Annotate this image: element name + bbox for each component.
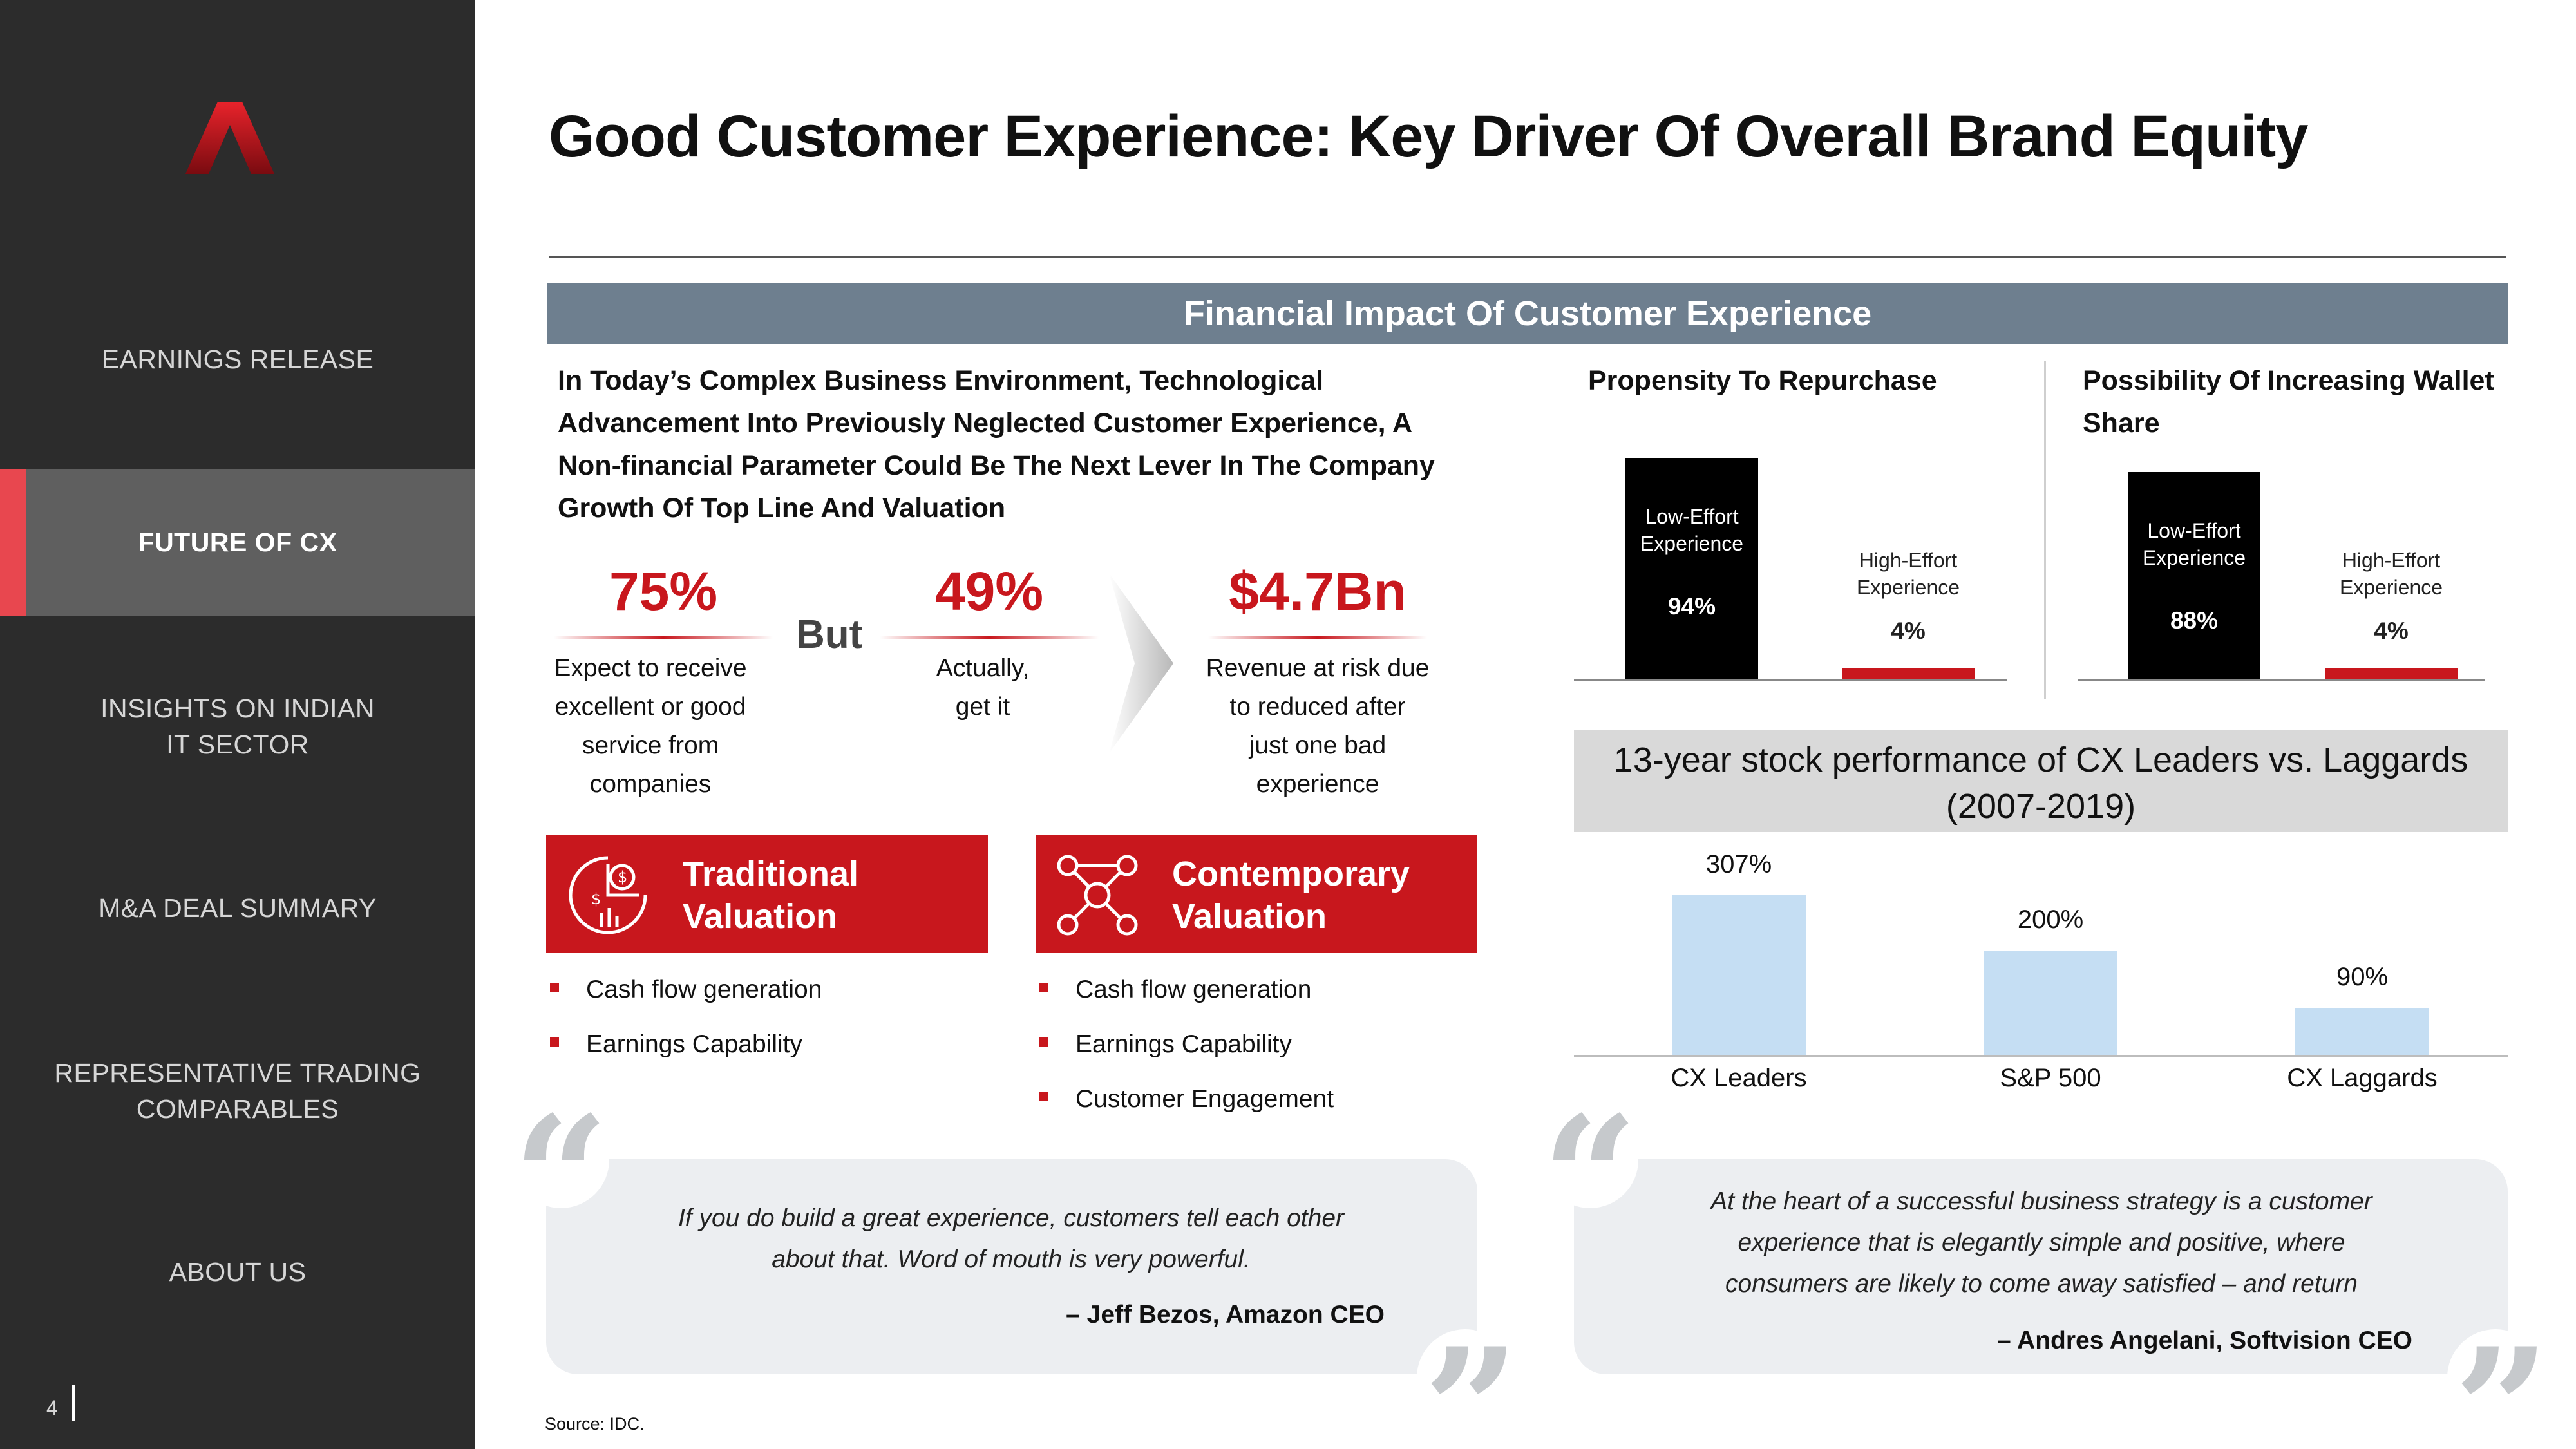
traditional-valuation-card: $ $ Traditional Valuation (546, 835, 988, 953)
quote-mask (1417, 1329, 1513, 1426)
pie-chart-dollar-icon: $ $ (569, 856, 647, 934)
stat-value-actually: 49% (934, 561, 1044, 621)
sidebar-item-earnings-release[interactable]: EARNINGS RELEASE (0, 334, 475, 385)
stat-divider (880, 636, 1099, 639)
sidebar-item-label: FUTURE OF CX (138, 527, 337, 557)
svg-text:$: $ (591, 890, 601, 908)
chart-bar (1984, 951, 2117, 1055)
quote-mask (2447, 1329, 2544, 1426)
chart-bar-label: High-Effort Experience (1856, 549, 1960, 599)
page-title: Good Customer Experience: Key Driver Of … (549, 104, 2308, 169)
chart-bar-value: 200% (2017, 905, 2084, 934)
chart-bar (1842, 668, 1975, 679)
quote-card-angelani (1574, 1159, 2508, 1374)
network-people-icon (1057, 855, 1138, 936)
sidebar-item-label: M&A DEAL SUMMARY (99, 893, 377, 923)
svg-text:$: $ (618, 868, 627, 886)
page-number: 4 (46, 1396, 58, 1419)
section-banner: Financial Impact Of Customer Experience (547, 283, 2508, 344)
open-quote-icon: “ (513, 1080, 609, 1276)
stat-divider (1208, 636, 1427, 639)
chevron-right-icon (1109, 573, 1173, 753)
traditional-valuation-list: Cash flow generation Earnings Capability (547, 974, 822, 1083)
contemporary-valuation-title: Contemporary Valuation (1172, 855, 1410, 936)
list-item: Customer Engagement (1037, 1083, 1334, 1138)
sidebar-item-label: INSIGHTS ON INDIAN IT SECTOR (100, 694, 375, 759)
chart-bar-value: 4% (2374, 618, 2409, 644)
sidebar-item-representative-trading-comparables[interactable]: REPRESENTATIVE TRADING COMPARABLES (0, 1051, 475, 1131)
active-indicator (0, 469, 26, 616)
quote-author: – Jeff Bezos, Amazon CEO (1066, 1301, 1385, 1329)
repurchase-chart-baseline (1574, 679, 2007, 681)
quote-text: At the heart of a successful business st… (1710, 1188, 2372, 1298)
section-banner-label: Financial Impact Of Customer Experience (1183, 294, 1872, 333)
sidebar-item-label: ABOUT US (169, 1257, 307, 1287)
source-note: Source: IDC. (545, 1414, 645, 1434)
stat-desc-revenue-at-risk: Revenue at risk due to reduced after jus… (1206, 654, 1430, 798)
quote-mask (513, 1112, 609, 1208)
list-item: Cash flow generation (1037, 974, 1334, 1028)
quote-author: – Andres Angelani, Softvision CEO (1996, 1327, 2412, 1354)
sidebar-item-future-of-cx[interactable]: FUTURE OF CX (0, 469, 475, 616)
sidebar-item-about-us[interactable]: ABOUT US (0, 1246, 475, 1298)
chart-bar-value: 307% (1705, 850, 1772, 878)
wallet-share-chart-title: Possibility Of Increasing Wallet Share (2083, 365, 2494, 439)
intro-text: In Today’s Complex Business Environment,… (558, 365, 1435, 524)
company-logo (185, 102, 274, 174)
sidebar-item-label: REPRESENTATIVE TRADING COMPARABLES (54, 1058, 421, 1124)
contemporary-valuation-card: Contemporary Valuation (1036, 835, 1477, 953)
open-quote-icon: “ (1542, 1080, 1638, 1276)
chart-bar (2295, 1008, 2429, 1055)
chart-bar (1672, 895, 1806, 1055)
chart-bar-label: High-Effort Experience (2339, 549, 2443, 599)
chart-bar-label: Low-Effort Experience (1640, 504, 1744, 555)
chart-category-label: S&P 500 (2000, 1064, 2101, 1092)
stat-value-expect: 75% (609, 561, 718, 621)
sidebar-item-insights-on-indian-it-sector[interactable]: INSIGHTS ON INDIAN IT SECTOR (0, 687, 475, 766)
quote-text: If you do build a great experience, cust… (677, 1204, 1345, 1273)
chart-bar-value: 88% (2170, 607, 2219, 634)
traditional-valuation-title: Traditional Valuation (683, 855, 859, 936)
chart-bar-value: 4% (1891, 618, 1926, 644)
but-connector: But (796, 612, 863, 657)
title-divider (549, 256, 2506, 258)
stat-desc-expect: Expect to receive excellent or good serv… (554, 654, 747, 798)
chart-bar-value: 90% (2336, 963, 2389, 992)
stat-divider (554, 636, 773, 639)
chart-bar (2128, 471, 2260, 679)
stock-chart-title: 13-year stock performance of CX Leaders … (1574, 730, 2508, 832)
sidebar: EARNINGS RELEASE FUTURE OF CX INSIGHTS O… (0, 0, 475, 1449)
chart-bar-label: Low-Effort Experience (2142, 518, 2246, 569)
contemporary-valuation-list: Cash flow generation Earnings Capability… (1037, 974, 1334, 1138)
sidebar-item-ma-deal-summary[interactable]: M&A DEAL SUMMARY (0, 882, 475, 934)
chart-bar-value: 94% (1667, 592, 1716, 620)
quote-mask (1542, 1112, 1638, 1208)
list-item: Earnings Capability (1037, 1028, 1334, 1083)
list-item: Earnings Capability (547, 1028, 822, 1083)
close-quote-icon: ” (2454, 1312, 2550, 1449)
chart-bar (1625, 457, 1758, 679)
chart-category-label: CX Leaders (1671, 1064, 1807, 1092)
stat-value-revenue-at-risk: $4.7Bn (1229, 561, 1406, 621)
stat-desc-actually: Actually, get it (936, 654, 1030, 721)
chart-bar (2325, 668, 2458, 679)
repurchase-chart-title: Propensity To Repurchase (1588, 365, 1937, 396)
stock-chart-baseline (1574, 1055, 2508, 1057)
quote-card-bezos (546, 1159, 1477, 1374)
charts-divider (2044, 361, 2046, 699)
sidebar-item-label: EARNINGS RELEASE (101, 345, 374, 374)
list-item: Cash flow generation (547, 974, 822, 1028)
page-number-divider (72, 1385, 75, 1421)
chart-category-label: CX Laggards (2287, 1064, 2438, 1092)
wallet-share-chart-baseline (2078, 679, 2485, 681)
close-quote-icon: ” (1423, 1312, 1520, 1449)
